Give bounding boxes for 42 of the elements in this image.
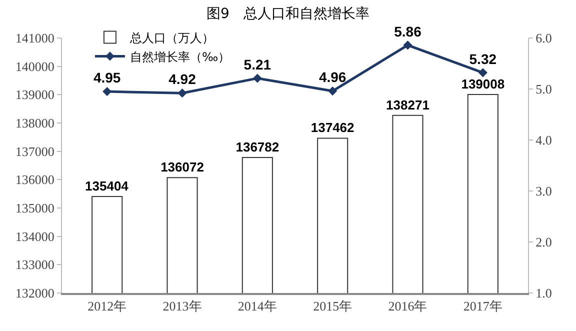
point (478, 68, 488, 78)
data-label: 5.86 (394, 23, 422, 40)
data-label: 5.32 (469, 50, 497, 67)
y-tick-label: 135000 (15, 200, 54, 216)
y2-tick-label: 3.0 (536, 184, 552, 199)
data-label: 139008 (461, 76, 505, 92)
point (403, 40, 412, 50)
y-tick-label: 134000 (15, 228, 54, 244)
y2-tick-label: 1.0 (536, 286, 552, 301)
y2-tick-label: 6.0 (536, 30, 552, 46)
x-tick-label: 2013年 (162, 298, 202, 314)
y-tick-label: 140000 (15, 58, 54, 74)
x-tick-label: 2012年 (88, 298, 127, 314)
y-tick-label: 133000 (15, 257, 54, 272)
chart-title: 图9 总人口和自然增长率 (206, 6, 370, 22)
y2-tick-label: 4.0 (536, 132, 552, 148)
x-tick-label: 2016年 (388, 298, 428, 314)
data-label: 4.95 (93, 70, 121, 86)
x-tick-label: 2017年 (463, 298, 502, 314)
y2-tick-label: 2.0 (536, 234, 552, 250)
data-label: 4.96 (318, 69, 346, 86)
y-tick-label: 139000 (15, 87, 54, 102)
data-label: 135404 (85, 178, 130, 194)
legend-label: 总人口（万人） (128, 30, 214, 45)
point (328, 86, 338, 96)
point (252, 74, 262, 83)
y2-tick-label: 5.0 (536, 82, 552, 97)
data-label: 137462 (310, 120, 354, 136)
data-label: 4.92 (168, 71, 196, 88)
data-label: 136782 (236, 140, 280, 155)
legend-label: 自然增长率（‰） (130, 50, 230, 64)
x-tick-label: 2015年 (313, 298, 352, 314)
y-tick-label: 137000 (15, 144, 54, 159)
y-tick-label: 136000 (15, 172, 54, 188)
x-tick-label: 2014年 (238, 298, 277, 314)
point (178, 88, 187, 98)
data-label: 136072 (160, 160, 204, 175)
y-tick-label: 138000 (15, 116, 54, 131)
data-label: 5.21 (244, 56, 272, 72)
y-tick-label: 132000 (15, 286, 54, 301)
data-label: 138271 (386, 97, 430, 112)
y-tick-label: 141000 (15, 30, 54, 46)
